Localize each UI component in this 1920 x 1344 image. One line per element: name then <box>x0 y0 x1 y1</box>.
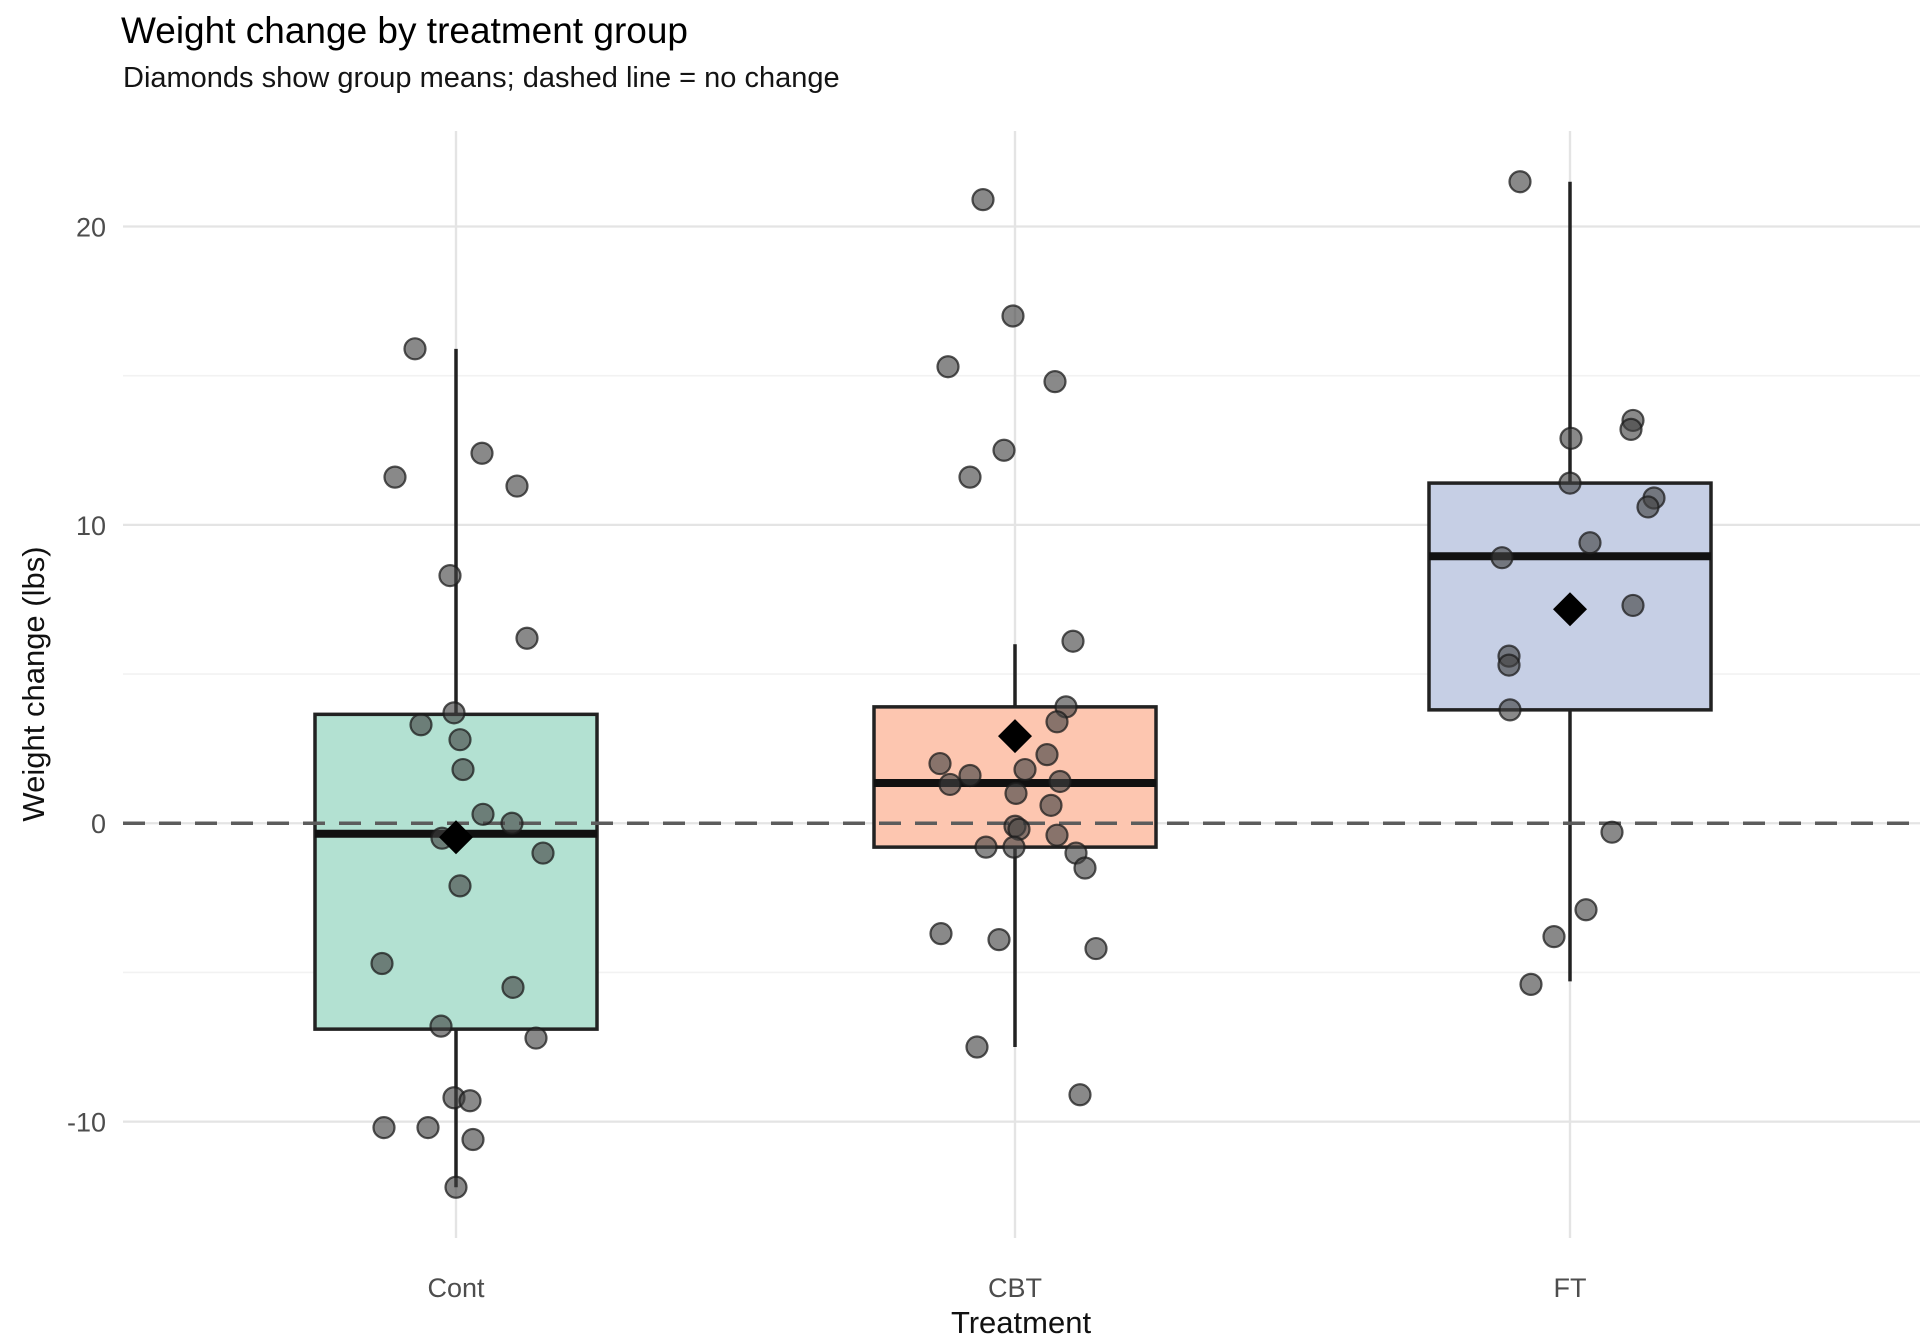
jitter-point <box>1061 629 1085 653</box>
jitter-point <box>992 438 1016 462</box>
jitter-point <box>505 474 529 498</box>
y-tick-label: 10 <box>76 511 106 541</box>
jitter-point <box>500 811 524 835</box>
jitter-point <box>1002 835 1026 859</box>
jitter-point <box>1619 417 1643 441</box>
jitter-point <box>938 772 962 797</box>
jitter-point <box>1498 698 1522 722</box>
y-tick-label: -10 <box>67 1108 106 1138</box>
jitter-point <box>429 1014 453 1038</box>
jitter-point <box>442 701 466 725</box>
jitter-point <box>370 951 394 976</box>
jitter-point <box>1084 936 1108 961</box>
jitter-point <box>987 928 1011 952</box>
jitter-point <box>928 751 952 776</box>
jitter-point <box>1073 856 1097 880</box>
y-tick-label: 0 <box>91 809 106 839</box>
jitter-point <box>1574 898 1598 922</box>
jitter-point <box>501 975 525 999</box>
jitter-point <box>1043 370 1067 394</box>
jitter-point <box>1013 757 1037 782</box>
jitter-point <box>1004 781 1028 806</box>
jitter-point <box>1578 531 1602 555</box>
jitter-point <box>1508 170 1532 194</box>
jitter-point <box>1497 653 1521 677</box>
x-tick-label: CBT <box>988 1273 1042 1303</box>
y-tick-label: 20 <box>76 212 106 242</box>
jitter-point <box>403 337 427 361</box>
jitter-point <box>1542 925 1566 949</box>
jitter-point <box>372 1115 396 1140</box>
jitter-point <box>416 1115 440 1140</box>
jitter-point <box>1001 304 1025 328</box>
jitter-point <box>470 441 494 465</box>
jitter-point <box>531 841 555 865</box>
mean-diamond <box>1553 592 1587 627</box>
jitter-point <box>1039 793 1063 817</box>
jitter-point <box>448 874 472 898</box>
jitter-point <box>929 922 953 946</box>
mean-diamond <box>439 820 473 855</box>
x-tick-label: Cont <box>427 1273 485 1303</box>
jitter-point <box>1558 471 1582 495</box>
jitter-point <box>936 355 960 379</box>
jitter-point <box>971 188 995 212</box>
jitter-point <box>1559 426 1583 450</box>
jitter-point <box>1490 546 1514 570</box>
jitter-point <box>958 763 982 788</box>
jitter-point <box>958 465 982 489</box>
jitter-point <box>1048 769 1072 794</box>
jitter-point <box>524 1026 548 1050</box>
jitter-point <box>1068 1083 1092 1107</box>
jitter-point <box>438 563 462 588</box>
jitter-point <box>458 1089 482 1113</box>
jitter-point <box>965 1035 989 1059</box>
jitter-point <box>1621 593 1645 618</box>
x-axis-title: Treatment <box>950 1305 1092 1340</box>
jitter-point <box>461 1127 485 1152</box>
jitter-point <box>515 626 539 650</box>
y-axis-title: Weight change (lbs) <box>16 546 51 822</box>
jitter-point <box>448 728 472 752</box>
jitter-point <box>1519 972 1543 996</box>
jitter-point <box>451 757 475 782</box>
x-tick-label: FT <box>1554 1273 1587 1303</box>
mean-diamond <box>998 719 1032 754</box>
chart-title: Weight change by treatment group <box>121 10 688 51</box>
jitter-point <box>383 465 407 489</box>
chart-subtitle: Diamonds show group means; dashed line =… <box>123 62 840 94</box>
jitter-point <box>1045 710 1069 734</box>
jitter-point <box>1636 495 1660 519</box>
jitter-point <box>409 713 433 737</box>
jitter-point <box>444 1175 468 1199</box>
jitter-point <box>1600 820 1624 844</box>
jitter-point <box>1035 743 1059 767</box>
jitter-point <box>974 835 998 859</box>
jitter-point <box>1045 823 1069 847</box>
jitter-point <box>471 802 495 826</box>
